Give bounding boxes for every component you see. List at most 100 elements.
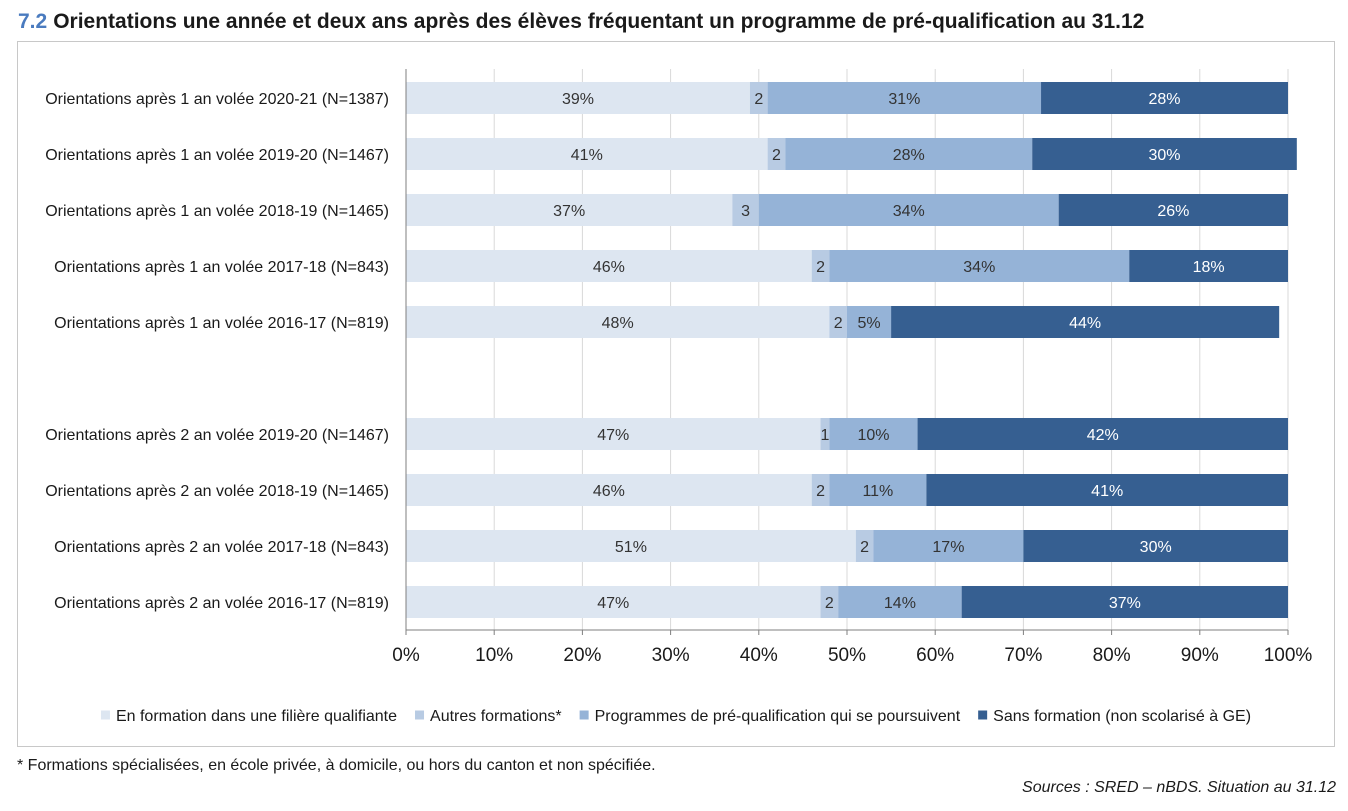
x-tick-label: 20% bbox=[563, 645, 601, 666]
x-tick-label: 90% bbox=[1181, 645, 1219, 666]
bar-segment bbox=[855, 530, 874, 562]
bar-segment bbox=[811, 474, 830, 506]
bar-segment bbox=[926, 474, 1288, 506]
bar-segment bbox=[406, 586, 821, 618]
category-label: Orientations après 1 an volée 2018-19 (N… bbox=[45, 203, 389, 220]
data-label: 30% bbox=[1140, 539, 1172, 556]
legend-swatch bbox=[100, 710, 110, 720]
category-label: Orientations après 1 an volée 2017-18 (N… bbox=[54, 259, 389, 276]
data-label: 41% bbox=[571, 147, 603, 164]
bar-segment bbox=[1032, 138, 1297, 170]
data-label: 2 bbox=[754, 91, 763, 108]
data-label: 46% bbox=[593, 483, 625, 500]
legend-swatch bbox=[978, 710, 988, 720]
chart-title-text: Orientations une année et deux ans après… bbox=[53, 10, 1145, 33]
category-label: Orientations après 1 an volée 2019-20 (N… bbox=[45, 147, 389, 164]
bar-segment bbox=[838, 586, 962, 618]
bar-segment bbox=[406, 194, 733, 226]
bar-segment bbox=[820, 418, 830, 450]
data-label: 1 bbox=[820, 427, 829, 444]
bar-segment bbox=[829, 306, 847, 338]
data-label: 51% bbox=[615, 539, 647, 556]
category-label: Orientations après 1 an volée 2020-21 (N… bbox=[45, 91, 389, 108]
bar-segment bbox=[820, 586, 839, 618]
chart-title: 7.2 Orientations une année et deux ans ap… bbox=[18, 10, 1144, 34]
bar-segment bbox=[1023, 530, 1288, 562]
bar-segment bbox=[811, 250, 830, 282]
bar-segment bbox=[829, 250, 1130, 282]
data-label: 10% bbox=[857, 427, 889, 444]
data-label: 46% bbox=[593, 259, 625, 276]
data-label: 2 bbox=[860, 539, 869, 556]
x-tick-label: 0% bbox=[392, 645, 420, 666]
bar-segment bbox=[732, 194, 759, 226]
bar-segment bbox=[406, 530, 856, 562]
x-tick-label: 60% bbox=[916, 645, 954, 666]
bar-segment bbox=[767, 82, 1042, 114]
data-label: 47% bbox=[597, 427, 629, 444]
bar-segment bbox=[767, 138, 786, 170]
data-label: 28% bbox=[893, 147, 925, 164]
data-label: 5% bbox=[857, 315, 880, 332]
data-label: 39% bbox=[562, 91, 594, 108]
category-label: Orientations après 1 an volée 2016-17 (N… bbox=[54, 315, 389, 332]
data-label: 37% bbox=[1109, 595, 1141, 612]
legend-label: Autres formations* bbox=[430, 708, 562, 725]
legend-label: Sans formation (non scolarisé à GE) bbox=[993, 708, 1251, 725]
bar-segment bbox=[406, 306, 830, 338]
data-label: 48% bbox=[602, 315, 634, 332]
legend-swatch bbox=[415, 710, 425, 720]
x-tick-label: 50% bbox=[828, 645, 866, 666]
data-label: 3 bbox=[741, 203, 750, 220]
x-tick-label: 80% bbox=[1093, 645, 1131, 666]
data-label: 11% bbox=[862, 483, 893, 500]
source-note: Sources : SRED – nBDS. Situation au 31.1… bbox=[1022, 779, 1336, 796]
data-label: 47% bbox=[597, 595, 629, 612]
legend-label: Programmes de pré-qualification qui se p… bbox=[595, 708, 961, 725]
data-label: 44% bbox=[1069, 315, 1101, 332]
data-label: 34% bbox=[893, 203, 925, 220]
category-label: Orientations après 2 an volée 2019-20 (N… bbox=[45, 427, 389, 444]
bar-segment bbox=[829, 474, 927, 506]
x-tick-label: 100% bbox=[1264, 645, 1313, 666]
x-tick-label: 40% bbox=[740, 645, 778, 666]
category-label: Orientations après 2 an volée 2018-19 (N… bbox=[45, 483, 389, 500]
bar-segment bbox=[961, 586, 1288, 618]
bar-segment bbox=[749, 82, 768, 114]
data-label: 18% bbox=[1193, 259, 1225, 276]
bar-segment bbox=[917, 418, 1288, 450]
bar-segment bbox=[873, 530, 1024, 562]
bar-segment bbox=[406, 474, 812, 506]
bar-segment bbox=[1129, 250, 1288, 282]
bar-segment bbox=[891, 306, 1280, 338]
bar-segment bbox=[406, 250, 812, 282]
data-label: 37% bbox=[553, 203, 585, 220]
bar-segment bbox=[829, 418, 918, 450]
chart-frame: Orientations après 1 an volée 2020-21 (N… bbox=[17, 41, 1335, 747]
x-tick-label: 70% bbox=[1004, 645, 1042, 666]
data-label: 30% bbox=[1149, 147, 1181, 164]
data-label: 14% bbox=[884, 595, 916, 612]
data-label: 42% bbox=[1087, 427, 1119, 444]
data-label: 28% bbox=[1149, 91, 1181, 108]
data-label: 41% bbox=[1091, 483, 1123, 500]
footnote: * Formations spécialisées, en école priv… bbox=[17, 757, 656, 774]
data-label: 17% bbox=[932, 539, 964, 556]
data-label: 2 bbox=[816, 483, 825, 500]
x-tick-label: 10% bbox=[475, 645, 513, 666]
legend-swatch bbox=[579, 710, 589, 720]
data-label: 2 bbox=[834, 315, 843, 332]
chart-number: 7.2 bbox=[18, 10, 48, 33]
bar-segment bbox=[758, 194, 1059, 226]
bar-segment bbox=[785, 138, 1033, 170]
x-tick-label: 30% bbox=[652, 645, 690, 666]
bar-segment bbox=[406, 418, 821, 450]
legend-label: En formation dans une filière qualifiant… bbox=[116, 708, 397, 725]
data-label: 2 bbox=[825, 595, 834, 612]
data-label: 34% bbox=[963, 259, 995, 276]
bar-segment bbox=[406, 82, 750, 114]
data-label: 26% bbox=[1157, 203, 1189, 220]
stacked-bar-chart: Orientations après 1 an volée 2020-21 (N… bbox=[45, 69, 1313, 725]
bar-segment bbox=[406, 138, 768, 170]
data-label: 2 bbox=[816, 259, 825, 276]
